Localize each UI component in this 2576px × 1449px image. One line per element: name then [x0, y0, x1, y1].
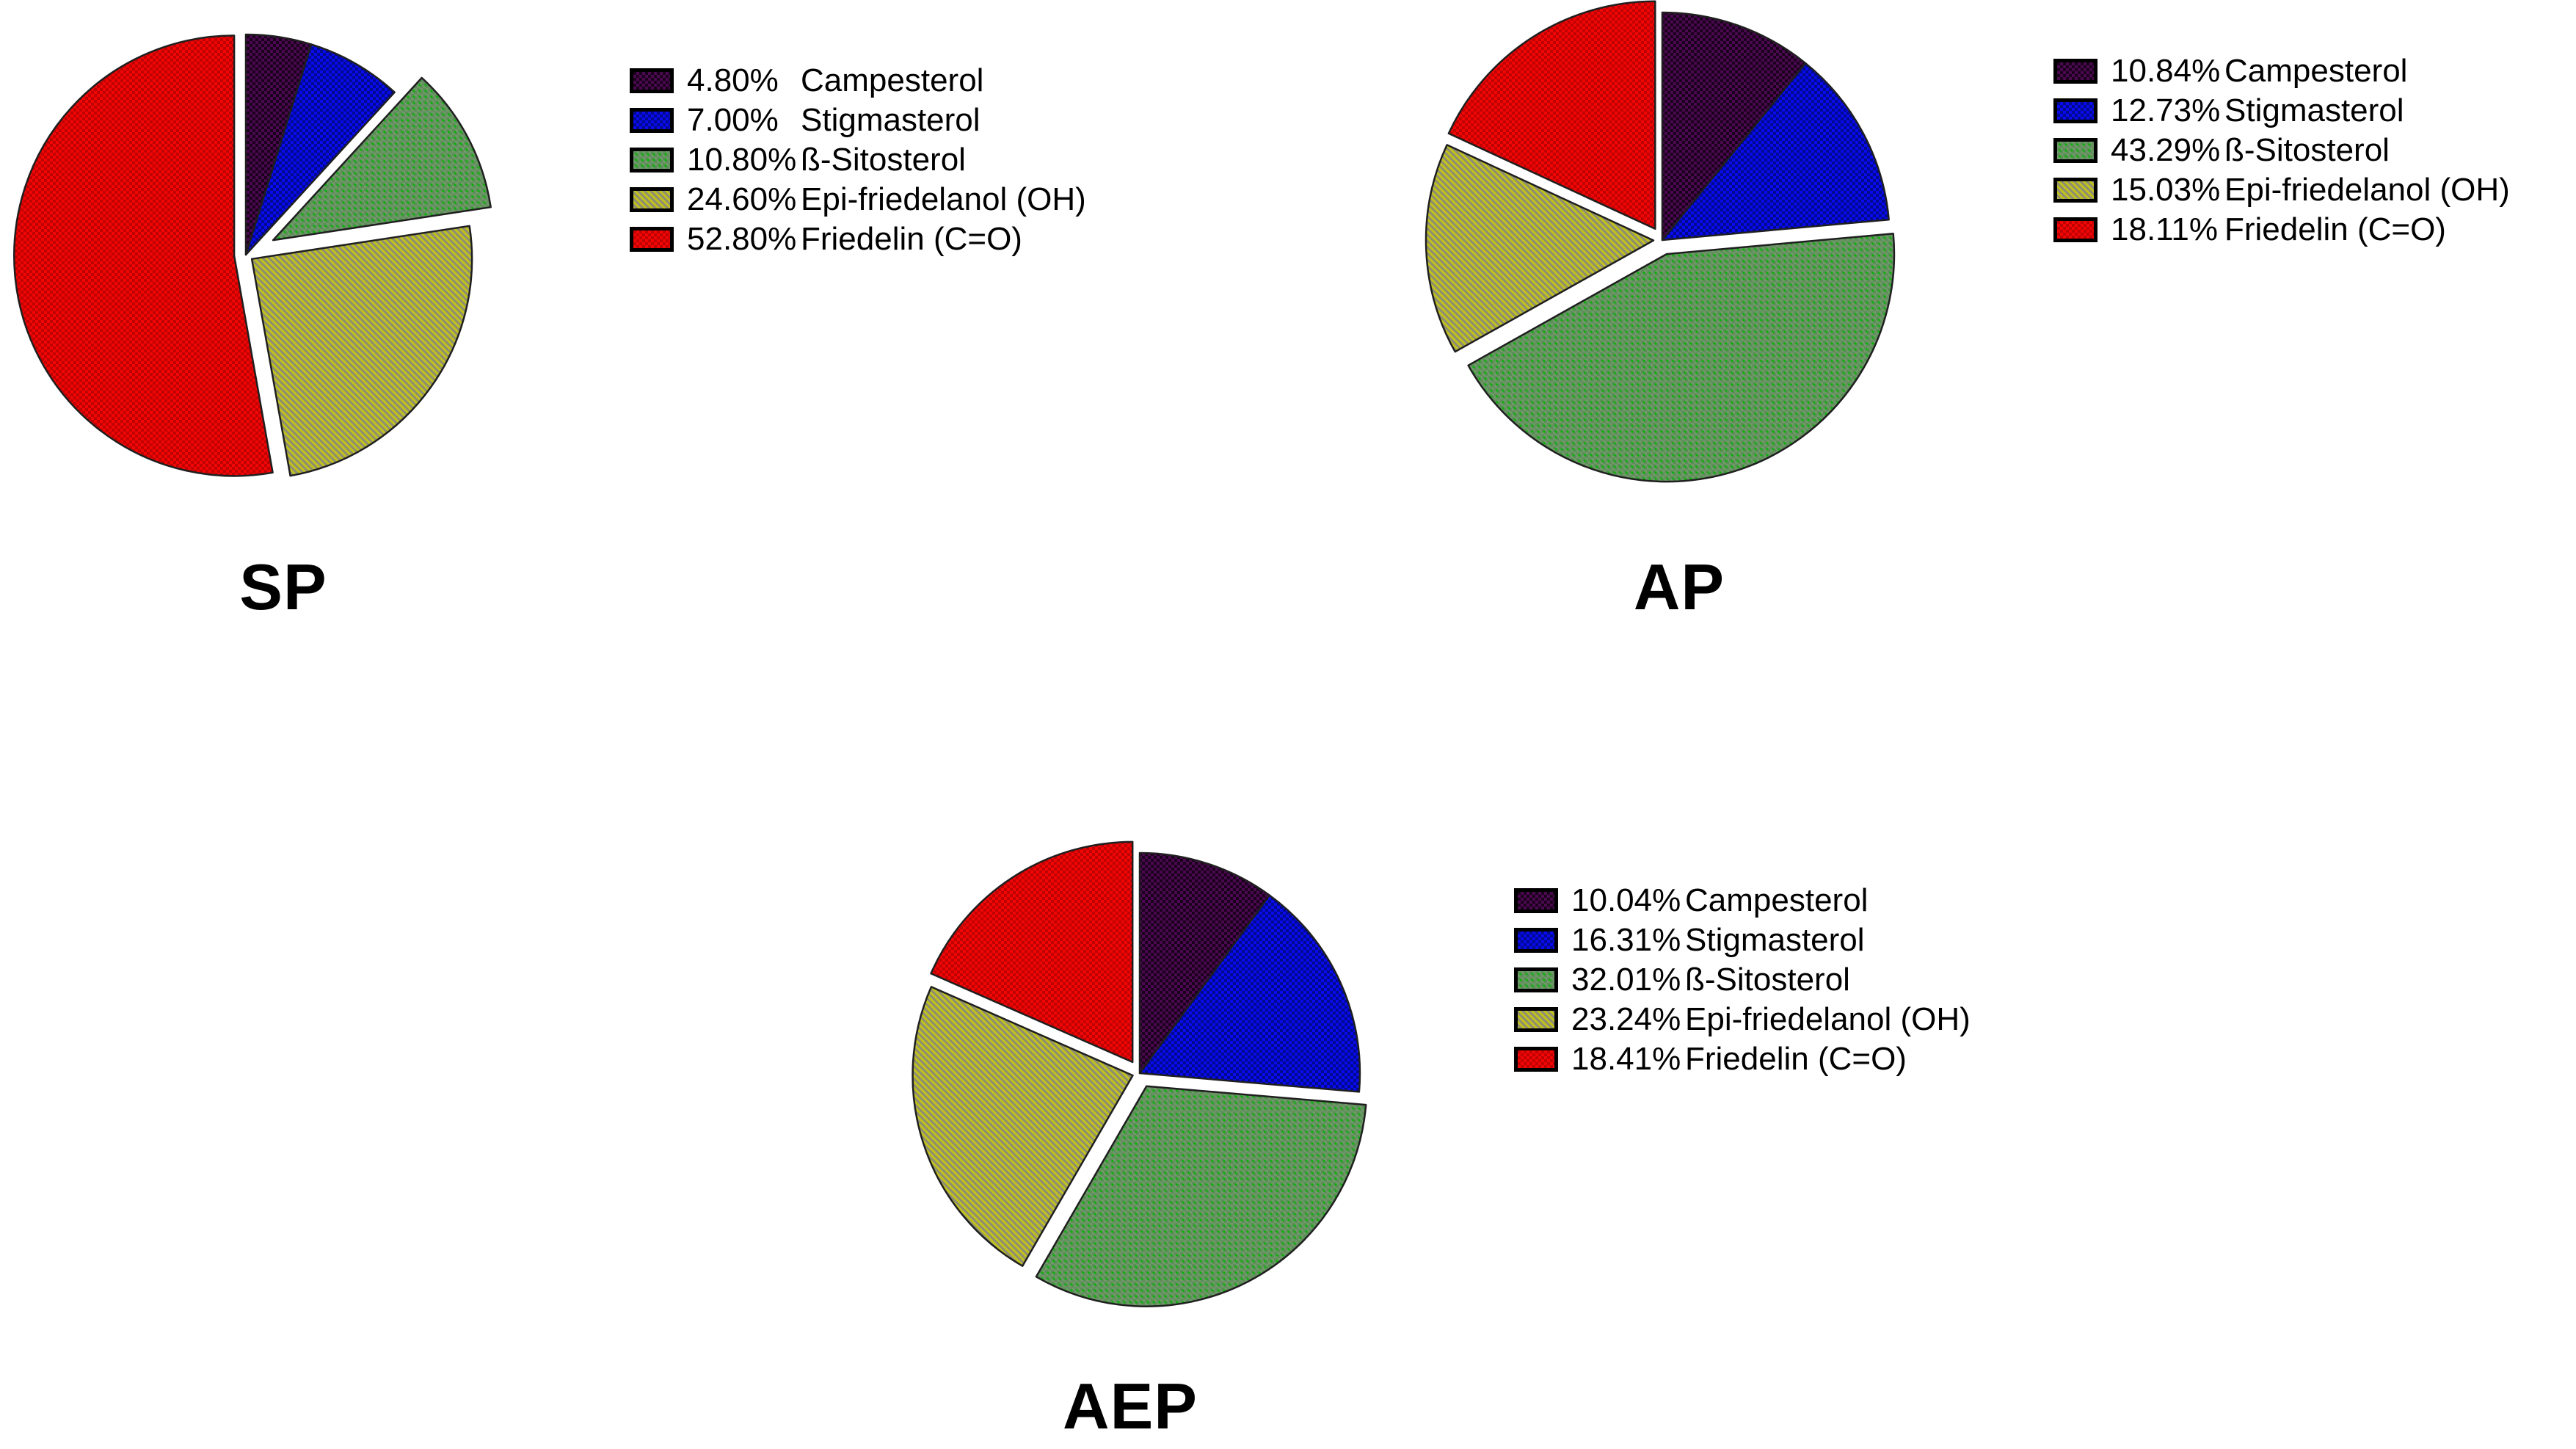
legend-item: 23.24% Epi-friedelanol (OH)	[1514, 1000, 1971, 1039]
chart-title-ap: AP	[1633, 551, 1725, 623]
legend-aep: 10.04% Campesterol 16.31% Stigmasterol 32.01…	[1514, 881, 1971, 1079]
legend-swatch-stigmasterol	[630, 108, 674, 133]
legend-label: Epi-friedelanol (OH)	[801, 181, 1086, 217]
pie-chart-aep: 10.04% Campesterol 16.31% Stigmasterol 32.01…	[793, 800, 2106, 1449]
legend-swatch-friedelin	[1514, 1047, 1558, 1072]
legend-label: Friedelin (C=O)	[1685, 1041, 1907, 1077]
legend-label: Friedelin (C=O)	[801, 221, 1022, 257]
chart-title-aep: AEP	[1063, 1370, 1198, 1442]
pie-slice-stigmasterol	[1661, 62, 1890, 242]
pie-slice-epifriedelanol	[912, 986, 1134, 1267]
legend-swatch-friedelin	[2053, 217, 2097, 242]
legend-percent: 24.60%	[687, 181, 797, 217]
pie-slice-stigmasterol	[244, 43, 396, 256]
pie-slice-campesterol	[1138, 851, 1271, 1075]
pie-aep	[912, 840, 1367, 1307]
pie-chart-sp: 4.80% Campesterol 7.00% Stigmasterol 10.80% ß…	[0, 0, 1299, 661]
pie-slice-friedelin	[930, 840, 1134, 1064]
legend-swatch-sitosterol	[2053, 138, 2097, 163]
legend-percent: 4.80%	[687, 62, 779, 98]
legend-item: 12.73% Stigmasterol	[2053, 91, 2510, 131]
legend-label: Campesterol	[1685, 882, 1869, 918]
legend-swatch-epifriedelanol	[1514, 1007, 1558, 1032]
legend-percent: 12.73%	[2111, 92, 2221, 128]
legend-swatch-epifriedelanol	[630, 187, 674, 212]
legend-swatch-stigmasterol	[1514, 928, 1558, 953]
legend-percent: 10.04%	[1571, 882, 1681, 918]
legend-item: 10.04% Campesterol	[1514, 881, 1971, 920]
legend-swatch-campesterol	[630, 68, 674, 93]
legend-percent: 15.03%	[2111, 172, 2221, 208]
legend-item: 4.80% Campesterol	[630, 61, 1086, 101]
legend-swatch-campesterol	[2053, 59, 2097, 84]
legend-label: ß-Sitosterol	[1685, 962, 1850, 998]
legend-percent: 10.84%	[2111, 53, 2221, 89]
legend-label: Stigmasterol	[1685, 922, 1865, 958]
legend-item: 52.80% Friedelin (C=O)	[630, 219, 1086, 259]
legend-sp: 4.80% Campesterol 7.00% Stigmasterol 10.80% ß…	[630, 61, 1086, 259]
legend-label: Campesterol	[2224, 53, 2408, 89]
legend-percent: 7.00%	[687, 102, 779, 138]
legend-label: Epi-friedelanol (OH)	[1685, 1001, 1971, 1037]
pie-slice-campesterol	[1661, 11, 1807, 242]
legend-label: Stigmasterol	[801, 102, 980, 138]
legend-label: ß-Sitosterol	[801, 142, 966, 178]
pie-slice-sitosterol	[272, 76, 492, 242]
legend-item: 18.41% Friedelin (C=O)	[1514, 1039, 1971, 1079]
legend-item: 15.03% Epi-friedelanol (OH)	[2053, 170, 2510, 210]
pie-slice-sitosterol	[1467, 233, 1896, 483]
legend-percent: 23.24%	[1571, 1001, 1681, 1037]
legend-percent: 18.11%	[2111, 211, 2218, 247]
pie-sp	[13, 33, 492, 477]
pie-chart-ap: 10.84% Campesterol 12.73% Stigmasterol 43.29…	[1306, 0, 2576, 661]
legend-percent: 52.80%	[687, 221, 797, 257]
legend-percent: 16.31%	[1571, 922, 1681, 958]
legend-item: 10.80% ß-Sitosterol	[630, 140, 1086, 180]
legend-swatch-stigmasterol	[2053, 98, 2097, 123]
legend-label: ß-Sitosterol	[2224, 132, 2390, 168]
pie-ap	[1425, 0, 1896, 483]
legend-percent: 43.29%	[2111, 132, 2221, 168]
legend-item: 32.01% ß-Sitosterol	[1514, 960, 1971, 1000]
chart-title-sp: SP	[239, 551, 327, 623]
pie-slice-epifriedelanol	[250, 225, 473, 477]
legend-swatch-epifriedelanol	[2053, 178, 2097, 203]
legend-swatch-sitosterol	[1514, 967, 1558, 992]
legend-label: Epi-friedelanol (OH)	[2224, 172, 2510, 208]
legend-label: Stigmasterol	[2224, 92, 2404, 128]
pie-slice-sitosterol	[1035, 1085, 1367, 1307]
pie-slice-friedelin	[13, 34, 274, 477]
legend-swatch-campesterol	[1514, 888, 1558, 913]
legend-label: Friedelin (C=O)	[2224, 211, 2446, 247]
legend-label: Campesterol	[801, 62, 984, 98]
legend-item: 18.11% Friedelin (C=O)	[2053, 210, 2510, 250]
legend-percent: 18.41%	[1571, 1041, 1681, 1077]
pie-slice-friedelin	[1447, 0, 1656, 230]
pie-slice-epifriedelanol	[1425, 144, 1655, 353]
legend-item: 43.29% ß-Sitosterol	[2053, 131, 2510, 170]
legend-item: 16.31% Stigmasterol	[1514, 920, 1971, 960]
legend-swatch-sitosterol	[630, 148, 674, 172]
legend-item: 24.60% Epi-friedelanol (OH)	[630, 180, 1086, 219]
legend-percent: 32.01%	[1571, 962, 1681, 998]
pie-slice-stigmasterol	[1138, 894, 1361, 1093]
legend-swatch-friedelin	[630, 227, 674, 252]
legend-item: 10.84% Campesterol	[2053, 51, 2510, 91]
legend-item: 7.00% Stigmasterol	[630, 101, 1086, 140]
legend-percent: 10.80%	[687, 142, 797, 178]
legend-ap: 10.84% Campesterol 12.73% Stigmasterol 43.29…	[2053, 51, 2510, 250]
